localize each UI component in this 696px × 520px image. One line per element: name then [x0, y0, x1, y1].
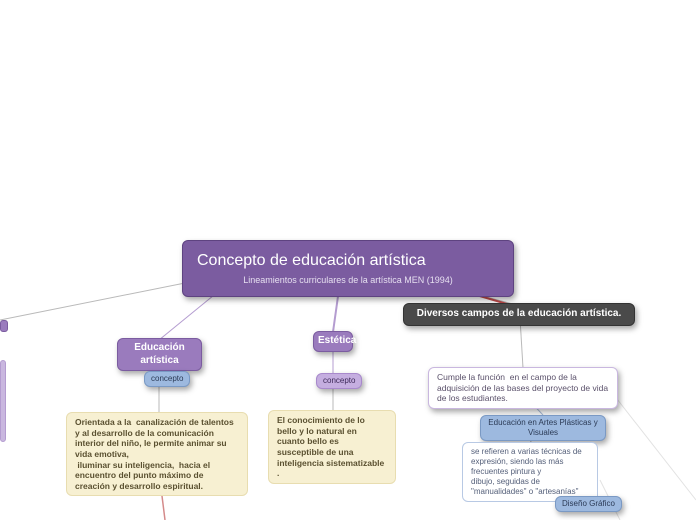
- node-diseno-grafico[interactable]: Diseño Gráfico: [555, 496, 622, 512]
- node-refieren-tecnicas[interactable]: se refieren a varias técnicas de expresi…: [462, 442, 598, 502]
- node-text: se refieren a varias técnicas de expresi…: [471, 447, 584, 496]
- node-label: Educación artística: [134, 342, 185, 366]
- node-diversos-campos[interactable]: Diversos campos de la educación artístic…: [403, 303, 635, 326]
- node-edu-artes-plasticas[interactable]: Educación en Artes Plásticas y Visuales: [480, 415, 606, 441]
- node-text: Orientada a la canalización de talentos …: [75, 417, 236, 491]
- root-node[interactable]: Concepto de educación artística Lineamie…: [182, 240, 514, 297]
- node-label: Diversos campos de la educación artístic…: [417, 308, 622, 319]
- node-text: Cumple la función en el campo de la adqu…: [437, 372, 610, 403]
- node-educacion-artistica[interactable]: Educación artística: [117, 338, 202, 371]
- node-label: Educación en Artes Plásticas y Visuales: [488, 418, 597, 437]
- node-text: El conocimiento de lo bello y lo natural…: [277, 415, 387, 478]
- offscreen-node-stub-2: [0, 360, 6, 442]
- node-estetica[interactable]: Estética: [313, 331, 353, 352]
- offscreen-node-stub: [0, 320, 8, 332]
- node-label: concepto: [323, 376, 355, 385]
- node-concepto-edu[interactable]: concepto: [144, 371, 190, 387]
- node-label: concepto: [151, 374, 183, 383]
- node-concepto-estetica[interactable]: concepto: [316, 373, 362, 389]
- mindmap-canvas: Concepto de educación artística Lineamie…: [0, 0, 696, 520]
- node-label: Diseño Gráfico: [562, 499, 615, 508]
- node-cumple-funcion[interactable]: Cumple la función en el campo de la adqu…: [428, 367, 618, 409]
- node-orientada[interactable]: Orientada a la canalización de talentos …: [66, 412, 248, 496]
- root-title: Concepto de educación artística: [197, 251, 499, 271]
- root-subtitle: Lineamientos curriculares de la artístic…: [197, 275, 499, 286]
- node-label: Estética: [318, 335, 356, 346]
- node-conocimiento[interactable]: El conocimiento de lo bello y lo natural…: [268, 410, 396, 484]
